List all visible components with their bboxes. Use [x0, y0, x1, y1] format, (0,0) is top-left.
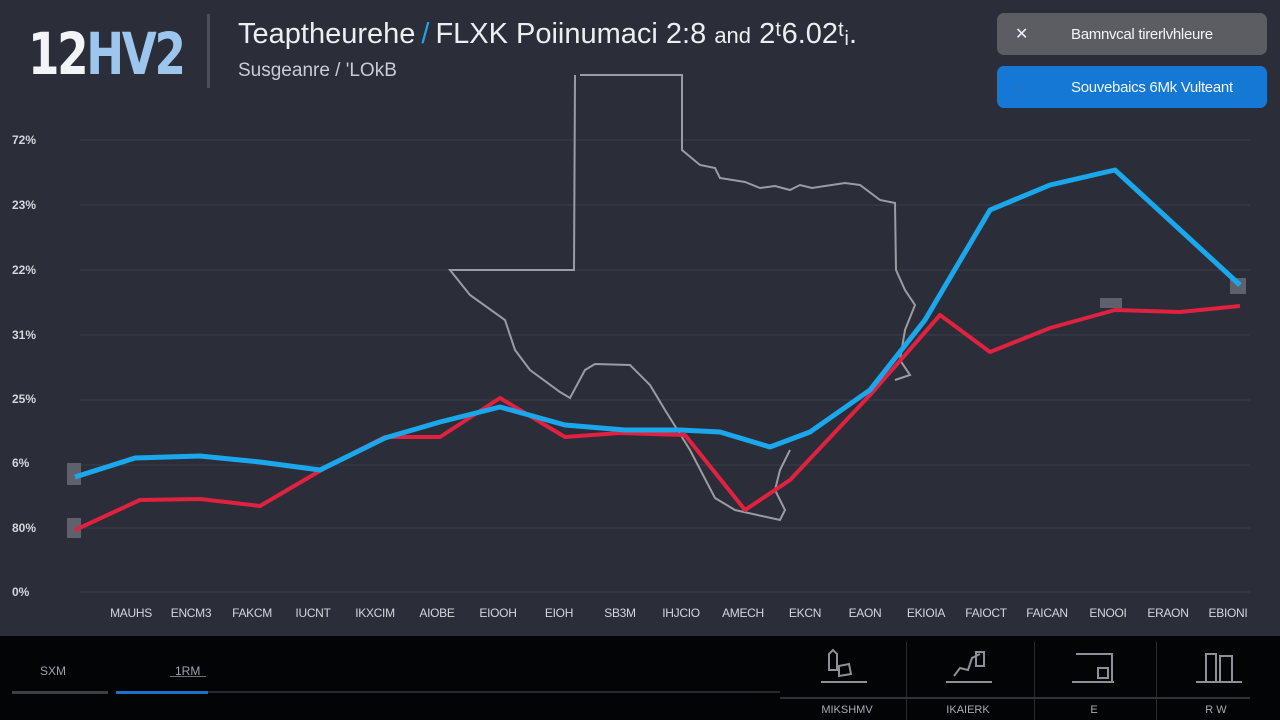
title-part-2: FLXK Poiinumaci 2:8	[435, 18, 707, 50]
panel-rule	[780, 697, 1250, 699]
title-part-3: 2ᵗ6.02ᵗᵢ.	[759, 18, 858, 50]
series-markers	[67, 278, 1246, 538]
books-icon	[1196, 653, 1242, 683]
tab-1rm[interactable]: 1RM	[175, 664, 201, 678]
panel-label[interactable]: R W	[1205, 704, 1227, 716]
x-tick: SB3M	[604, 606, 636, 620]
x-tick: IHJCIO	[662, 606, 700, 620]
x-tick: FAIOCT	[965, 606, 1007, 620]
y-tick: 80%	[12, 521, 37, 535]
header: 12HV2 Teaptheurehe / FLXK Poiinumaci 2:8 a…	[0, 0, 1280, 110]
gridlines	[80, 139, 1250, 593]
tab-track-active	[116, 691, 208, 694]
bottom-bar: SXM 1RM MIKSHMV IKAIERK E R W	[0, 636, 1280, 720]
hand-chart-icon	[821, 648, 867, 683]
tab-track-rest	[208, 691, 780, 693]
y-tick: 72%	[12, 133, 37, 147]
line-chart	[67, 74, 1250, 593]
page-title: Teaptheurehe / FLXK Poiinumaci 2:8 and 2ᵗ6…	[238, 18, 857, 51]
frame-chart-icon	[1072, 653, 1114, 683]
x-tick: AMECH	[722, 606, 764, 620]
title-and: and	[714, 23, 752, 48]
y-tick: 22%	[12, 263, 37, 277]
x-tick: IUCNT	[295, 606, 331, 620]
y-tick: 0%	[12, 585, 30, 599]
chevron-left-icon: ‹	[1015, 78, 1021, 95]
texas-outline-shape	[447, 74, 917, 522]
person-chart-icon	[946, 651, 992, 683]
x-tick: EKCN	[788, 606, 822, 620]
secondary-action-button[interactable]: ✕ Bamnvcal tirerlvhleure	[997, 13, 1267, 55]
tab-sxm[interactable]: SXM	[40, 664, 67, 678]
tab-track-inactive	[12, 691, 108, 694]
y-tick: 31%	[12, 328, 37, 342]
header-divider	[207, 14, 210, 88]
x-tick: EAON	[848, 606, 882, 620]
x-tick: ENCM3	[170, 606, 212, 620]
blue-series-line	[74, 167, 1242, 480]
x-tick: EBIONI	[1208, 606, 1248, 620]
panel-label[interactable]: IKAIERK	[946, 704, 990, 716]
red-series-line	[74, 304, 1241, 532]
y-tick: 25%	[12, 392, 37, 406]
primary-action-button[interactable]: ‹ Souvebaics 6Mk Vulteant	[997, 66, 1267, 108]
x-tick: FAKCM	[232, 606, 272, 620]
logo-main-text: 12	[28, 20, 89, 88]
panel-label[interactable]: MIKSHMV	[821, 704, 873, 716]
x-tick: EKIOIA	[906, 606, 946, 620]
panel-divider	[906, 642, 907, 720]
x-tick: ERAON	[1147, 606, 1189, 620]
x-tick: IKXCIM	[355, 606, 395, 620]
secondary-action-label: Bamnvcal tirerlvhleure	[1071, 25, 1213, 43]
y-tick: 23%	[12, 198, 37, 212]
page-subtitle: Susgeanre / 'LOkB	[238, 60, 397, 81]
panel-divider	[1034, 642, 1035, 720]
title-part-1: Teaptheurehe	[238, 18, 416, 50]
x-tick: EIOOH	[479, 606, 517, 620]
y-tick: 6%	[12, 456, 30, 470]
logo-accent-text: HV2	[86, 20, 186, 88]
x-tick: FAICAN	[1026, 606, 1068, 620]
x-tick: EIOH	[544, 606, 574, 620]
x-tick: MAUHS	[110, 606, 152, 620]
panel-divider	[1156, 642, 1157, 720]
x-tick: AIOBE	[419, 606, 455, 620]
primary-action-label: Souvebaics 6Mk Vulteant	[1071, 78, 1233, 96]
active-tab-underline	[170, 676, 206, 677]
title-separator: /	[421, 18, 430, 50]
logo: 12HV2	[28, 20, 186, 88]
close-x-icon: ✕	[1015, 26, 1029, 43]
panel-label[interactable]: E	[1090, 704, 1098, 716]
x-tick: ENOOI	[1089, 606, 1127, 620]
